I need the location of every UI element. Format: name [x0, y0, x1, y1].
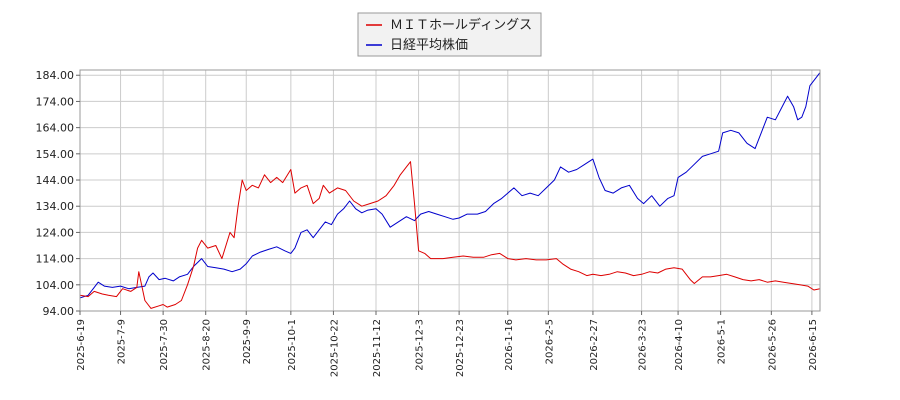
x-tick-label: 2026-3-23	[638, 319, 649, 371]
y-tick-label: 164.00	[36, 122, 75, 135]
x-tick-label: 2025-7-9	[117, 319, 128, 364]
y-tick-label: 94.00	[43, 305, 75, 318]
x-axis: 2025-6-19 2025-7-9 2025-7-30 2025-8-20 2025-…	[76, 311, 819, 377]
x-tick-label: 2026-2-5	[544, 319, 555, 364]
x-tick-label: 2025-6-19	[76, 319, 87, 371]
y-tick-label: 174.00	[36, 95, 75, 108]
plot-area	[80, 70, 820, 311]
x-tick-label: 2026-2-27	[589, 319, 600, 371]
y-tick-label: 114.00	[36, 253, 75, 266]
x-tick-label: 2025-11-12	[372, 319, 383, 377]
series-line-nikkei	[79, 72, 821, 299]
x-tick-label: 2026-1-16	[504, 319, 515, 371]
x-tick-label: 2026-5-26	[767, 319, 778, 371]
y-tick-label: 144.00	[36, 174, 75, 187]
x-tick-label: 2025-12-23	[455, 319, 466, 377]
legend-box	[357, 12, 542, 57]
x-tick-label: 2026-6-15	[808, 319, 819, 371]
x-tick-label: 2026-5-1	[717, 319, 728, 364]
y-tick-label: 134.00	[36, 200, 75, 213]
legend-label-mit: ＭＩＴホールディングス	[390, 17, 532, 33]
legend: ＭＩＴホールディングス 日経平均株価	[357, 12, 542, 57]
series-layer	[79, 72, 821, 309]
series-line-mit	[79, 161, 821, 309]
y-tick-label: 104.00	[36, 279, 75, 292]
y-tick-label: 154.00	[36, 148, 75, 161]
plot-frame	[79, 69, 821, 312]
y-axis: 94.00 104.00 114.00 124.00 134.00 144.00 154.0…	[36, 69, 80, 318]
x-tick-label: 2025-8-20	[202, 319, 213, 371]
x-tick-label: 2025-10-1	[287, 319, 298, 371]
x-tick-label: 2026-4-10	[674, 319, 685, 371]
x-tick-label: 2025-9-9	[242, 319, 253, 364]
y-tick-label: 124.00	[36, 226, 75, 239]
x-tick-label: 2025-12-3	[415, 319, 426, 371]
x-tick-label: 2025-7-30	[159, 319, 170, 371]
y-tick-label: 184.00	[36, 69, 75, 82]
x-tick-label: 2025-10-22	[329, 319, 340, 377]
legend-label-nikkei: 日経平均株価	[390, 38, 468, 53]
